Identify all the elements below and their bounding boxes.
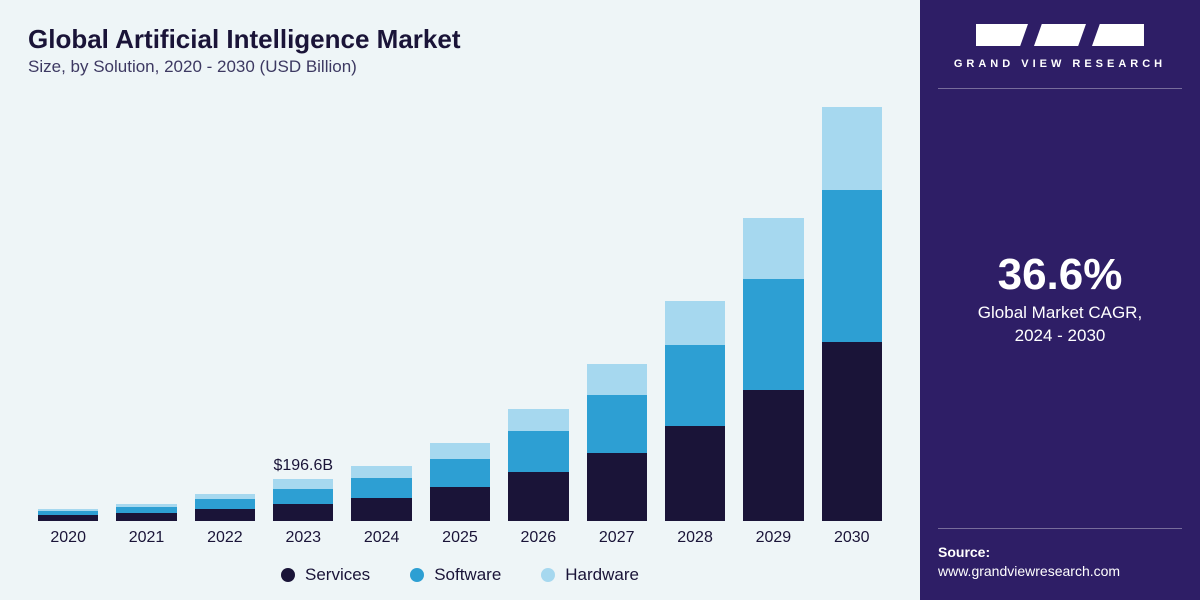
x-axis-label: 2029 <box>756 529 792 547</box>
bar-segment-hardware <box>665 301 725 345</box>
bar-group: 2024 <box>351 466 411 547</box>
bar-segment-services <box>351 498 411 521</box>
bar-segment-software <box>665 345 725 426</box>
bar-group: 2022 <box>195 494 255 546</box>
bar-group: 2021 <box>116 504 176 547</box>
legend-swatch <box>281 568 295 582</box>
bar-stack <box>743 218 803 521</box>
stat-block: 36.6% Global Market CAGR, 2024 - 2030 <box>978 89 1142 510</box>
stat-label-line2: 2024 - 2030 <box>1015 326 1106 345</box>
bar-stack <box>508 409 568 521</box>
bar-stack <box>665 301 725 521</box>
x-axis-label: 2020 <box>50 529 86 547</box>
bar-segment-services <box>430 487 490 521</box>
side-panel: GRAND VIEW RESEARCH 36.6% Global Market … <box>920 0 1200 600</box>
bar-segment-services <box>587 453 647 520</box>
bar-group: 2020 <box>38 509 98 547</box>
bar-group: 2025 <box>430 443 490 547</box>
source-block: Source: www.grandviewresearch.com <box>938 543 1182 582</box>
bar-segment-services <box>116 513 176 520</box>
bar-segment-software <box>195 499 255 509</box>
stat-value: 36.6% <box>998 250 1123 300</box>
bar-group: $196.6B2023 <box>273 479 333 546</box>
bar-segment-software <box>587 395 647 453</box>
bar-group: 2029 <box>743 218 803 547</box>
stat-label-line1: Global Market CAGR, <box>978 303 1142 322</box>
bar-segment-hardware <box>743 218 803 279</box>
chart-title: Global Artificial Intelligence Market <box>28 24 892 55</box>
legend-swatch <box>541 568 555 582</box>
bar-group: 2027 <box>587 364 647 547</box>
legend-item: Hardware <box>541 565 639 585</box>
x-axis-label: 2027 <box>599 529 635 547</box>
bar-segment-services <box>665 426 725 521</box>
brand-name: GRAND VIEW RESEARCH <box>954 58 1166 70</box>
legend-swatch <box>410 568 424 582</box>
bar-group: 2026 <box>508 409 568 547</box>
bar-segment-services <box>822 342 882 521</box>
brand-logo: GRAND VIEW RESEARCH <box>954 24 1166 70</box>
bar-segment-hardware <box>587 364 647 396</box>
legend-item: Services <box>281 565 370 585</box>
bar-stack <box>430 443 490 521</box>
bar-stack <box>38 509 98 521</box>
x-axis-label: 2028 <box>677 529 713 547</box>
bar-segment-hardware <box>822 107 882 190</box>
legend-item: Software <box>410 565 501 585</box>
x-axis-label: 2026 <box>521 529 557 547</box>
bar-group: 2028 <box>665 301 725 547</box>
bar-stack <box>351 466 411 521</box>
stat-label: Global Market CAGR, 2024 - 2030 <box>978 302 1142 348</box>
source-url: www.grandviewresearch.com <box>938 562 1182 582</box>
bar-segment-services <box>38 515 98 520</box>
chart-panel: Global Artificial Intelligence Market Si… <box>0 0 920 600</box>
bar-segment-services <box>743 390 803 521</box>
bar-segment-software <box>743 279 803 391</box>
bar-segment-software <box>273 489 333 504</box>
legend-label: Software <box>434 565 501 585</box>
divider <box>938 528 1182 529</box>
source-label: Source: <box>938 543 1182 563</box>
bar-segment-services <box>195 509 255 521</box>
data-callout: $196.6B <box>273 457 333 475</box>
x-axis-label: 2025 <box>442 529 478 547</box>
bar-segment-hardware <box>430 443 490 459</box>
x-axis-label: 2030 <box>834 529 870 547</box>
bar-segment-software <box>822 190 882 342</box>
x-axis-label: 2022 <box>207 529 243 547</box>
bar-segment-software <box>430 459 490 487</box>
legend: Services Software Hardware <box>28 555 892 589</box>
bar-stack <box>587 364 647 521</box>
x-axis-label: 2023 <box>285 529 321 547</box>
x-axis-label: 2021 <box>129 529 165 547</box>
bar-stack <box>116 504 176 521</box>
bar-segment-hardware <box>273 479 333 489</box>
bar-segment-services <box>508 472 568 520</box>
bar-group: 2030 <box>822 107 882 547</box>
bar-segment-hardware <box>508 409 568 431</box>
bar-segment-services <box>273 504 333 521</box>
logo-icon <box>976 24 1144 46</box>
x-axis-label: 2024 <box>364 529 400 547</box>
plot-area: 202020212022$196.6B202320242025202620272… <box>28 77 892 555</box>
bar-stack <box>273 479 333 520</box>
bar-stack <box>822 107 882 521</box>
legend-label: Hardware <box>565 565 639 585</box>
bar-segment-software <box>351 478 411 498</box>
chart-subtitle: Size, by Solution, 2020 - 2030 (USD Bill… <box>28 57 892 77</box>
bar-segment-software <box>508 431 568 472</box>
bar-segment-hardware <box>351 466 411 478</box>
bar-stack <box>195 494 255 520</box>
legend-label: Services <box>305 565 370 585</box>
